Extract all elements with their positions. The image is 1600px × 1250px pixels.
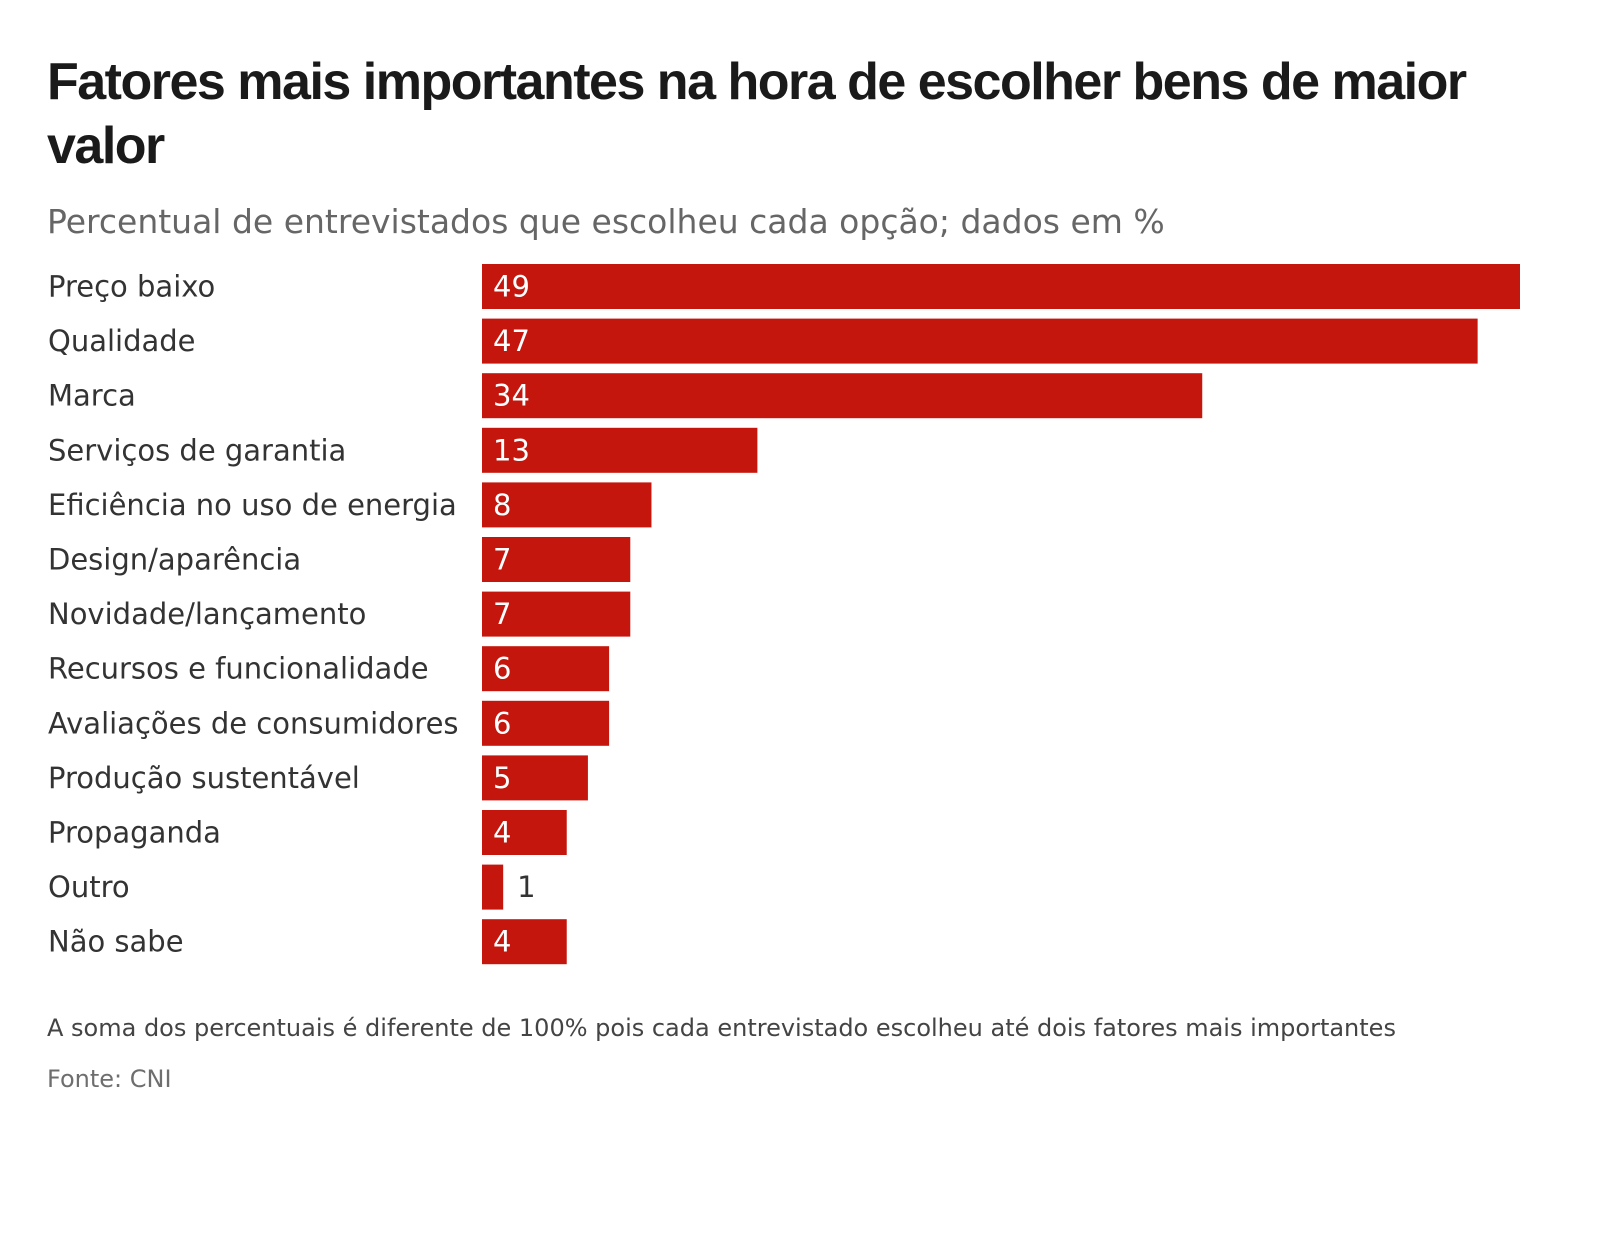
bar-row-recursos-e-funcionalidade: Recursos e funcionalidade 6 (48, 646, 610, 692)
category-label: Marca (48, 379, 136, 413)
chart-subtitle: Percentual de entrevistados que escolheu… (47, 202, 1165, 241)
category-label: Qualidade (48, 324, 196, 358)
bar (482, 646, 610, 692)
value-label: 4 (493, 925, 511, 959)
bar-row-avaliacoes-de-consumidores: Avaliações de consumidores 6 (48, 700, 610, 746)
source-line: Fonte: CNI (47, 1065, 172, 1093)
category-label: Propaganda (48, 816, 221, 850)
bar-row-novidade-lancamento: Novidade/lançamento 7 (48, 591, 631, 637)
bar (482, 427, 758, 473)
chart-title: Fatores mais importantes na hora de esco… (47, 53, 1467, 175)
value-label: 6 (493, 652, 511, 686)
bar-row-marca: Marca 34 (48, 373, 1203, 419)
bar-row-servicos-de-garantia: Serviços de garantia 13 (48, 427, 758, 473)
bar (482, 591, 631, 637)
category-label: Novidade/lançamento (48, 597, 366, 631)
category-label: Outro (48, 870, 130, 904)
value-label: 49 (493, 270, 530, 304)
category-label: Não sabe (48, 925, 184, 959)
bar (482, 373, 1203, 419)
bar (482, 700, 610, 746)
value-label: 7 (493, 597, 511, 631)
bar (482, 537, 631, 582)
bar (482, 264, 1520, 309)
value-label: 34 (493, 379, 530, 413)
category-label: Design/aparência (48, 543, 301, 577)
bar (482, 318, 1478, 364)
bar (482, 482, 652, 528)
value-label: 6 (493, 706, 511, 740)
bar (482, 864, 504, 910)
category-label: Produção sustentável (48, 761, 360, 795)
bar-row-outro: Outro 1 (48, 864, 536, 910)
bar-row-nao-sabe: Não sabe 4 (48, 919, 567, 965)
value-label: 4 (493, 816, 511, 850)
value-label: 7 (493, 543, 511, 577)
category-label: Avaliações de consumidores (48, 706, 459, 740)
bar-row-propaganda: Propaganda 4 (48, 810, 567, 855)
category-label: Preço baixo (48, 270, 215, 304)
value-label: 1 (517, 870, 535, 904)
value-label: 47 (493, 324, 530, 358)
bar-row-preco-baixo: Preço baixo 49 (48, 264, 1520, 309)
bar-row-producao-sustentavel: Produção sustentável 5 (48, 755, 588, 801)
category-label: Serviços de garantia (48, 433, 346, 467)
bar-row-design-aparencia: Design/aparência 7 (48, 537, 631, 582)
footnote: A soma dos percentuais é diferente de 10… (47, 1014, 1396, 1042)
value-label: 8 (493, 488, 511, 522)
bar (482, 755, 588, 801)
value-label: 13 (493, 433, 530, 467)
bar (482, 919, 567, 965)
category-label: Recursos e funcionalidade (48, 652, 429, 686)
category-label: Eficiência no uso de energia (48, 488, 457, 522)
bar (482, 810, 567, 855)
value-label: 5 (493, 761, 511, 795)
bar-row-qualidade: Qualidade 47 (48, 318, 1478, 364)
bar-row-eficiencia-no-uso-de-energia: Eficiência no uso de energia 8 (48, 482, 652, 528)
